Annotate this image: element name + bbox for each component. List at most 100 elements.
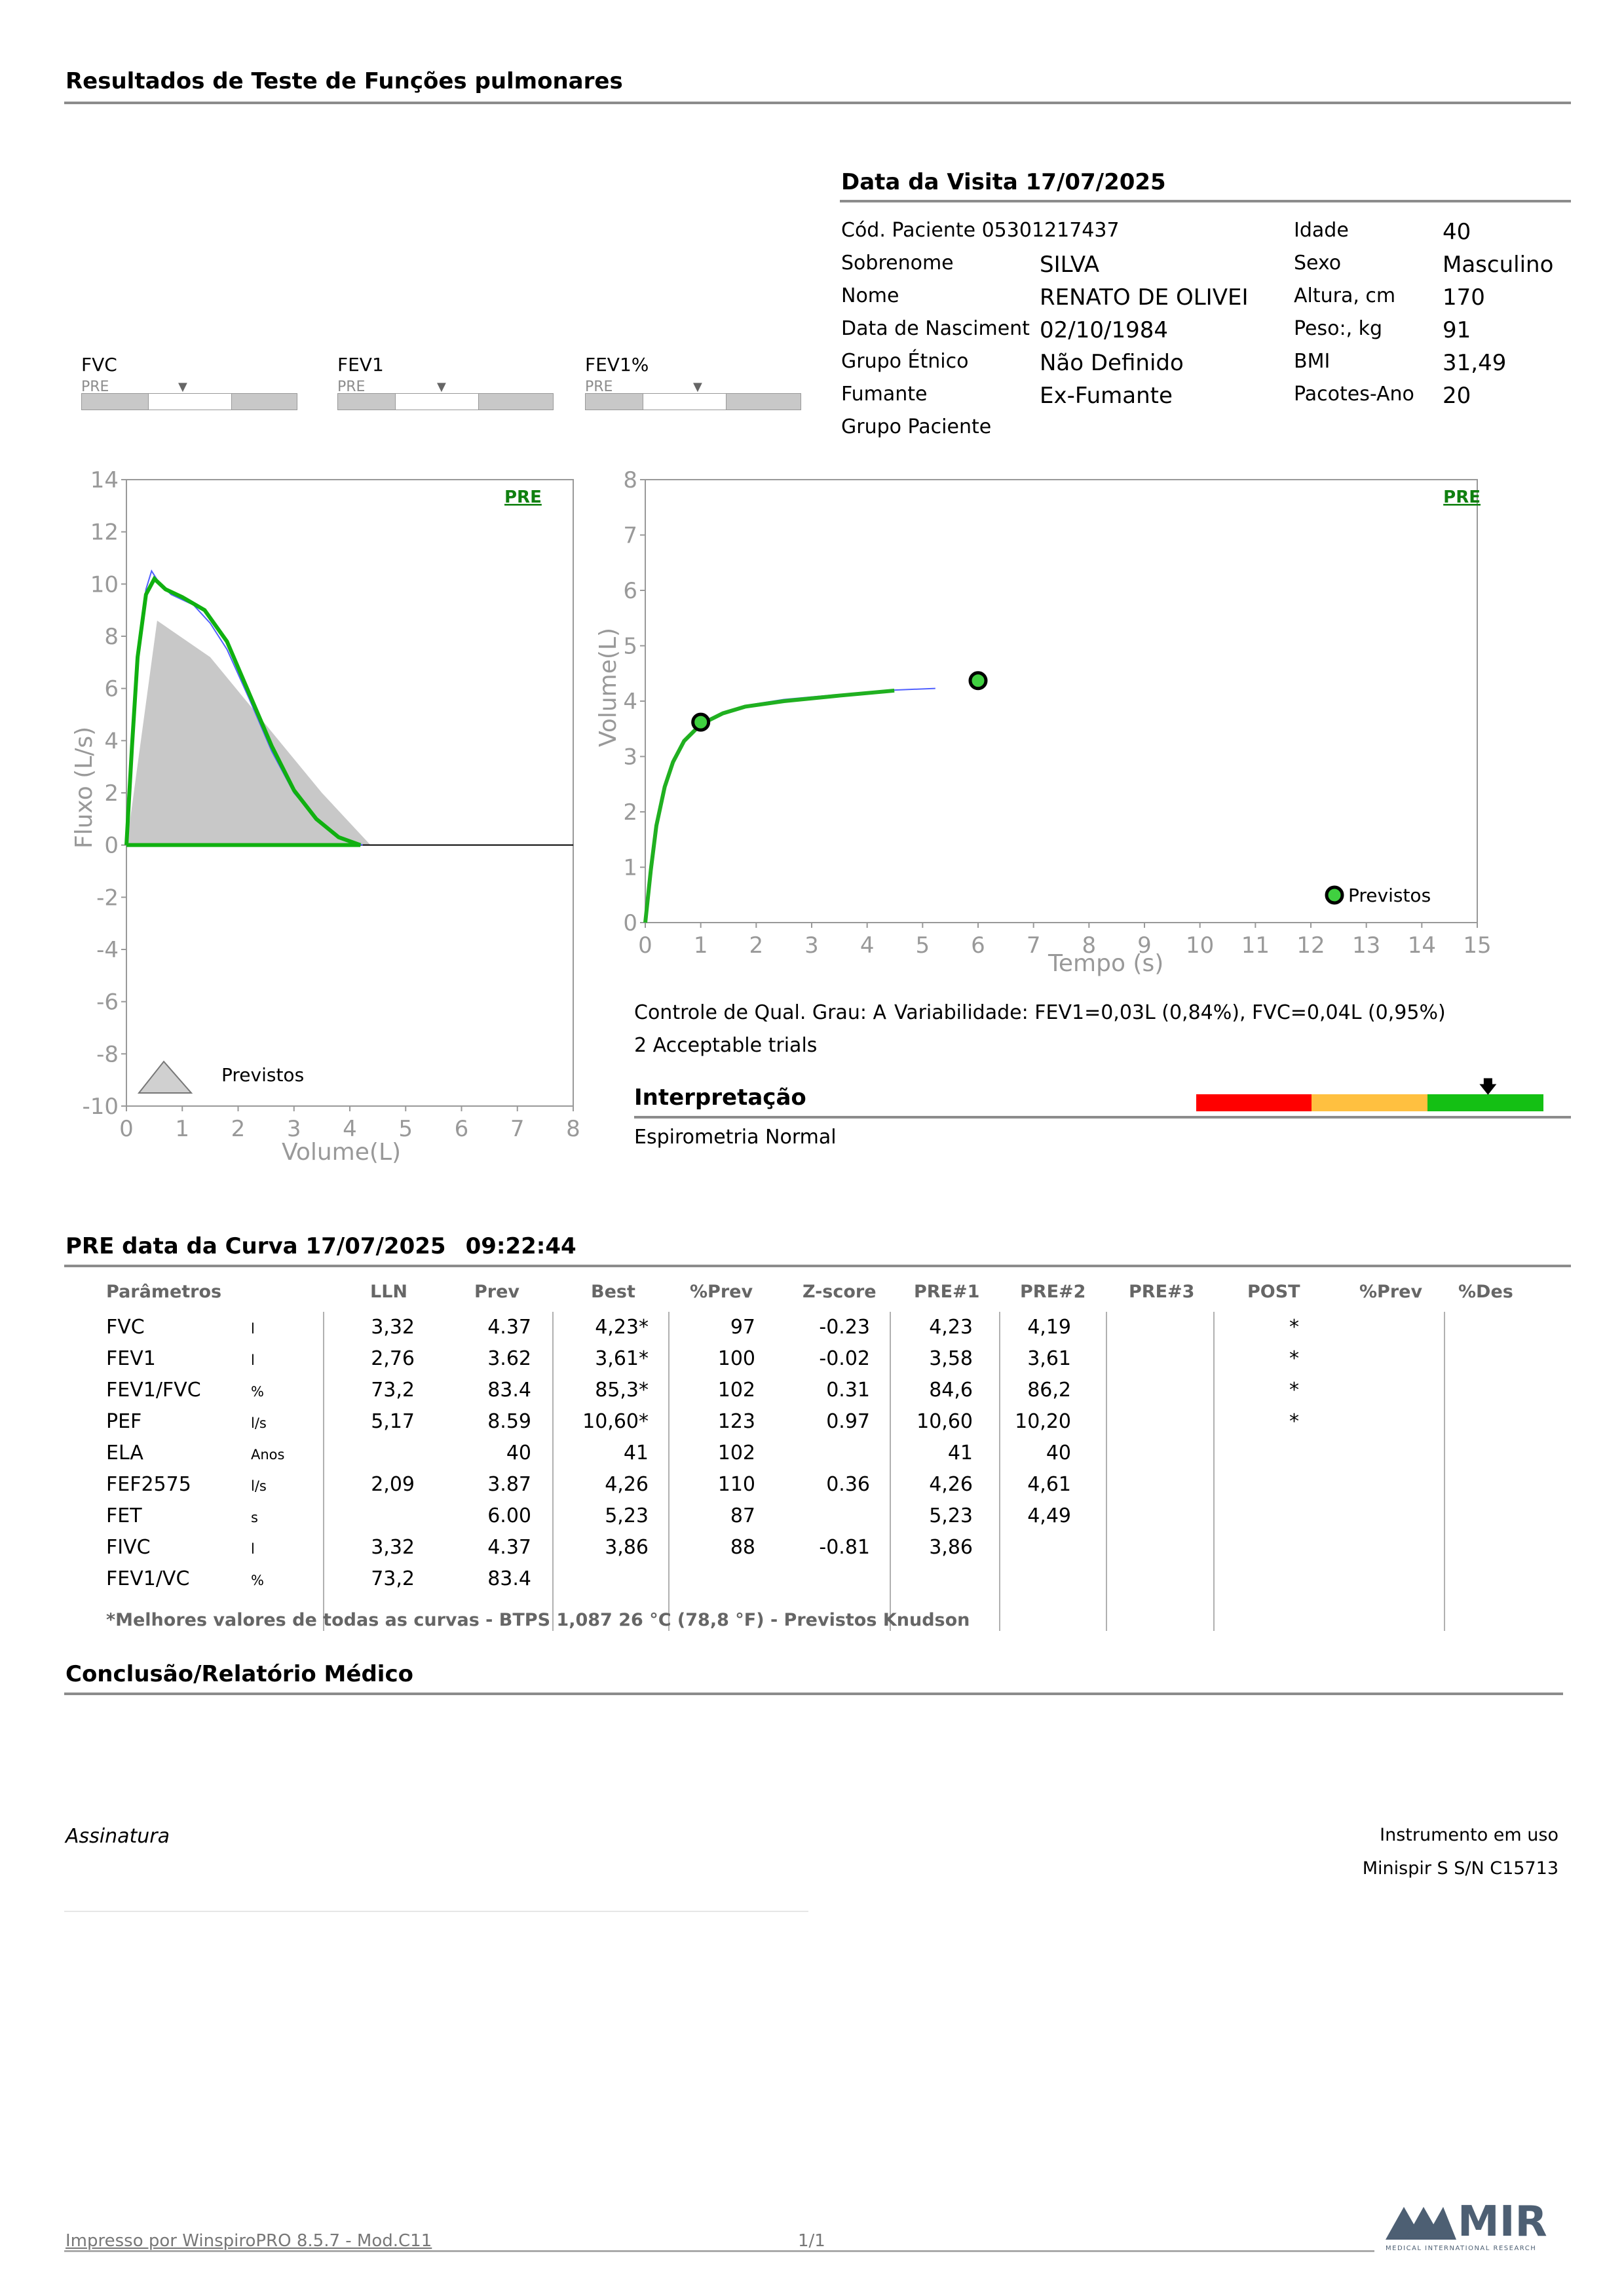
x-tick-label: 8 [566,1116,580,1142]
col-header: Prev [474,1282,520,1302]
interpretation-title: Interpretação [634,1084,806,1111]
best-cell: 5,23 [605,1504,649,1527]
col-header: Parâmetros [106,1282,222,1302]
legend: Previstos [1325,885,1431,906]
ethnic-label: Grupo Étnico [841,350,969,373]
lln-cell: 2,76 [371,1347,415,1370]
col-header: PRE#2 [1020,1282,1086,1302]
packs-value: 20 [1443,383,1471,409]
column-divider [552,1312,554,1631]
table-row: PEF l/s 5,17 8.59 10,60* 123 0.97 10,60 10,20 * [0,1410,1624,1439]
col-header: %Prev [690,1282,753,1302]
pre1-cell: 5,23 [929,1504,973,1527]
mir-logo-text: MIR [1458,2198,1547,2246]
sex-label: Sexo [1294,252,1342,275]
lln-cell: 3,32 [371,1316,415,1339]
pre2-cell: 4,19 [1027,1316,1071,1339]
x-tick-label: 12 [1296,932,1325,959]
mir-logo: MIR MEDICAL INTERNATIONAL RESEARCH [1386,2198,1562,2254]
legend-label: Previstos [221,1064,304,1086]
name-value: RENATO DE OLIVEI [1040,284,1249,311]
col-header: Best [591,1282,635,1302]
param-cell: FIVC [106,1536,151,1559]
prev-cell: 6.00 [487,1504,531,1527]
x-tick-label: 5 [916,932,930,959]
col-header: %Prev [1359,1282,1423,1302]
prev-cell: 83.4 [487,1379,531,1402]
arrow-down-icon: ▼ [693,380,702,394]
y-tick-label: 5 [623,634,637,660]
pprev-cell: 102 [717,1442,755,1464]
sex-value: Masculino [1443,252,1554,278]
smoker-label: Fumante [841,383,928,406]
y-tick-label: 2 [623,799,637,826]
scale-green [1427,1094,1543,1111]
table-row: FEV1/FVC% 73,2 83.4 85,3* 102 0.31 84,6 86,2 * [0,1379,1624,1407]
col-header: PRE#1 [914,1282,980,1302]
table-row: FEF2575 l/s 2,09 3.87 4,26 110 0.36 4,26 4,61 [0,1473,1624,1502]
y-tick-label: -4 [96,937,119,963]
indicator-label: FEV1 [337,354,384,375]
interpretation-divider [634,1116,1571,1119]
age-value: 40 [1443,219,1471,245]
y-tick-label: 7 [623,523,637,549]
indicator-label: FEV1% [585,354,649,375]
legend-predicted-icon [1325,885,1344,905]
pre2-cell: 3,61 [1027,1347,1071,1370]
pre1-cell: 41 [947,1442,973,1464]
pre1-cell: 3,58 [929,1347,973,1370]
column-divider [668,1312,670,1631]
weight-value: 91 [1443,317,1471,343]
x-tick-label: 9 [1137,932,1152,959]
x-tick-label: 2 [749,932,764,959]
y-tick-label: 4 [623,689,637,715]
column-divider [1106,1312,1107,1631]
bmi-value: 31,49 [1443,350,1507,376]
footer-line [64,2250,1374,2252]
height-label: Altura, cm [1294,284,1396,307]
indicator-sub: PRE [337,379,366,395]
x-tick-label: 14 [1408,932,1436,959]
pre1-cell: 4,23 [929,1316,973,1339]
column-divider [890,1312,891,1631]
indicator-sub: PRE [585,379,613,395]
col-header: Z-score [803,1282,877,1302]
col-header: PRE#3 [1129,1282,1195,1302]
x-tick-label: 10 [1186,932,1214,959]
best-cell: 3,86 [605,1536,649,1559]
quality-trials: 2 Acceptable trials [634,1034,818,1057]
pprev-cell: 110 [717,1473,755,1496]
indicator-normal-range [643,393,727,410]
param-cell: FEF2575 [106,1473,191,1496]
name-label: Nome [841,284,899,307]
pprev-cell: 88 [730,1536,755,1559]
surname-value: SILVA [1040,252,1100,278]
x-tick-label: 15 [1463,932,1491,959]
prev-cell: 4.37 [487,1536,531,1559]
fev1-marker [691,712,711,732]
table-row: FEV1 l 2,76 3.62 3,61* 100 -0.02 3,58 3,61 * [0,1347,1624,1376]
y-tick-label: -2 [96,885,119,911]
col-header: POST [1247,1282,1300,1302]
y-axis-label: Volume(L) [595,628,622,747]
zscore-cell: 0.31 [826,1379,870,1402]
pre1-cell: 4,26 [929,1473,973,1496]
y-tick-label: 1 [623,855,637,881]
y-tick-label: -6 [96,989,119,1016]
signature-label: Assinatura [66,1825,170,1848]
x-tick-label: 5 [398,1116,413,1142]
x-tick-label: 6 [455,1116,469,1142]
param-cell: FEV1/VC [106,1567,190,1590]
column-divider [1444,1312,1445,1631]
table-row: FEV1/VC% 73,2 83.4 [0,1567,1624,1596]
volume-curve-trial-2 [643,688,895,923]
y-tick-label: 4 [104,728,119,754]
mir-logo-mark [1386,2207,1456,2240]
y-tick-label: 0 [104,833,119,859]
height-value: 170 [1443,284,1485,311]
flow-curve-trial-2 [124,575,362,847]
results-table: Parâmetros LLN Prev Best %Prev Z-score P… [0,1278,1624,1645]
prev-cell: 8.59 [487,1410,531,1433]
header-divider [64,102,1571,104]
